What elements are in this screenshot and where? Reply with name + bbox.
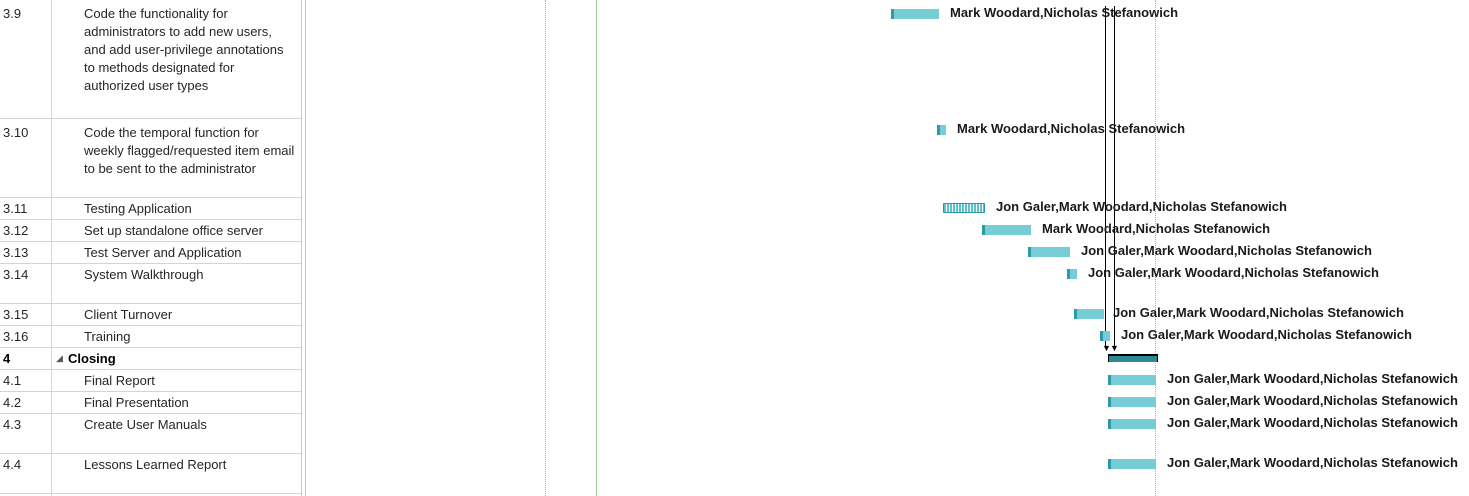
dependency-link — [1105, 6, 1106, 348]
task-id: 3.10 — [3, 125, 29, 140]
summary-task-row[interactable]: 4 ◢ Closing — [0, 348, 301, 370]
resource-label: Mark Woodard,Nicholas Stefanowich — [1042, 221, 1271, 236]
task-bar[interactable] — [891, 9, 939, 19]
task-bar[interactable] — [1108, 459, 1156, 469]
arrow-down-icon: ▼ — [1102, 343, 1111, 353]
resource-label: Jon Galer,Mark Woodard,Nicholas Stefanow… — [1167, 371, 1458, 386]
task-row[interactable]: 3.10 Code the temporal function for week… — [0, 119, 301, 198]
resource-label: Jon Galer,Mark Woodard,Nicholas Stefanow… — [1088, 265, 1379, 280]
task-bar[interactable] — [1074, 309, 1104, 319]
task-id: 3.16 — [3, 329, 29, 344]
task-name[interactable]: Test Server and Application — [84, 245, 242, 260]
task-name[interactable]: Closing — [68, 351, 116, 366]
task-row[interactable]: 3.9 Code the functionality for administr… — [0, 0, 301, 119]
task-bar[interactable] — [1108, 375, 1156, 385]
task-row[interactable]: 3.11 Testing Application — [0, 198, 301, 220]
task-id: 3.9 — [3, 6, 22, 21]
summary-bar[interactable] — [1108, 354, 1158, 362]
resource-label: Jon Galer,Mark Woodard,Nicholas Stefanow… — [1121, 327, 1412, 342]
task-name[interactable]: Training — [84, 329, 131, 344]
resource-label: Jon Galer,Mark Woodard,Nicholas Stefanow… — [1167, 455, 1458, 470]
task-row[interactable]: 3.14 System Walkthrough — [0, 264, 301, 304]
task-name[interactable]: Code the functionality for administrator… — [84, 6, 284, 93]
resource-label: Jon Galer,Mark Woodard,Nicholas Stefanow… — [1081, 243, 1372, 258]
task-id: 4.4 — [3, 457, 22, 472]
task-bar[interactable] — [1100, 331, 1110, 341]
task-name[interactable]: Client Turnover — [84, 307, 173, 322]
timescale-gridline — [545, 0, 546, 496]
task-name[interactable]: Lessons Learned Report — [84, 457, 227, 472]
dependency-link — [1114, 6, 1115, 348]
task-bar[interactable] — [982, 225, 1031, 235]
task-name[interactable]: Testing Application — [84, 201, 192, 216]
task-bar[interactable] — [1108, 397, 1156, 407]
task-row[interactable]: 3.12 Set up standalone office server — [0, 220, 301, 242]
task-id: 3.11 — [3, 201, 28, 216]
collapse-triangle-icon[interactable]: ◢ — [56, 353, 63, 363]
task-name[interactable]: Code the temporal function for weekly fl… — [84, 125, 295, 176]
task-id: 3.12 — [3, 223, 29, 238]
task-bar[interactable] — [1067, 269, 1077, 279]
task-bar[interactable] — [1028, 247, 1070, 257]
task-id: 3.14 — [3, 267, 29, 282]
gantt-chart[interactable]: ▼ ▼ Mark Woodard,Nicholas Stefanowich Ma… — [306, 0, 1469, 496]
task-row[interactable]: 3.15 Client Turnover — [0, 304, 301, 326]
resource-label: Jon Galer,Mark Woodard,Nicholas Stefanow… — [1167, 415, 1458, 430]
project-start-line — [596, 0, 597, 496]
task-name[interactable]: Final Presentation — [84, 395, 189, 410]
task-row[interactable]: 4.3 Create User Manuals — [0, 414, 301, 454]
task-id: 4.1 — [3, 373, 22, 388]
task-table: 3.9 Code the functionality for administr… — [0, 0, 306, 496]
task-name[interactable]: Set up standalone office server — [84, 223, 263, 238]
resource-label: Jon Galer,Mark Woodard,Nicholas Stefanow… — [1113, 305, 1404, 320]
task-row[interactable]: 4.1 Final Report — [0, 370, 301, 392]
task-id: 3.13 — [3, 245, 29, 260]
column-divider — [51, 0, 52, 496]
task-name[interactable]: Create User Manuals — [84, 417, 207, 432]
task-row[interactable]: 3.13 Test Server and Application — [0, 242, 301, 264]
resource-label: Jon Galer,Mark Woodard,Nicholas Stefanow… — [996, 199, 1287, 214]
column-divider — [301, 0, 302, 496]
task-id: 4.3 — [3, 417, 22, 432]
task-id: 4 — [3, 351, 11, 366]
task-row[interactable]: 4.2 Final Presentation — [0, 392, 301, 414]
resource-label: Jon Galer,Mark Woodard,Nicholas Stefanow… — [1167, 393, 1458, 408]
task-id: 3.15 — [3, 307, 29, 322]
task-id: 4.2 — [3, 395, 22, 410]
task-bar[interactable] — [937, 125, 946, 135]
task-name[interactable]: Final Report — [84, 373, 155, 388]
splitter[interactable] — [305, 0, 306, 496]
task-name[interactable]: System Walkthrough — [84, 267, 204, 282]
arrow-down-icon: ▼ — [1110, 343, 1119, 353]
task-row[interactable]: 3.16 Training — [0, 326, 301, 348]
task-bar-progress[interactable] — [943, 203, 985, 213]
timescale-gridline — [1155, 0, 1156, 496]
task-row[interactable]: 4.4 Lessons Learned Report — [0, 454, 301, 494]
resource-label: Mark Woodard,Nicholas Stefanowich — [950, 5, 1179, 20]
resource-label: Mark Woodard,Nicholas Stefanowich — [957, 121, 1186, 136]
task-bar[interactable] — [1108, 419, 1156, 429]
